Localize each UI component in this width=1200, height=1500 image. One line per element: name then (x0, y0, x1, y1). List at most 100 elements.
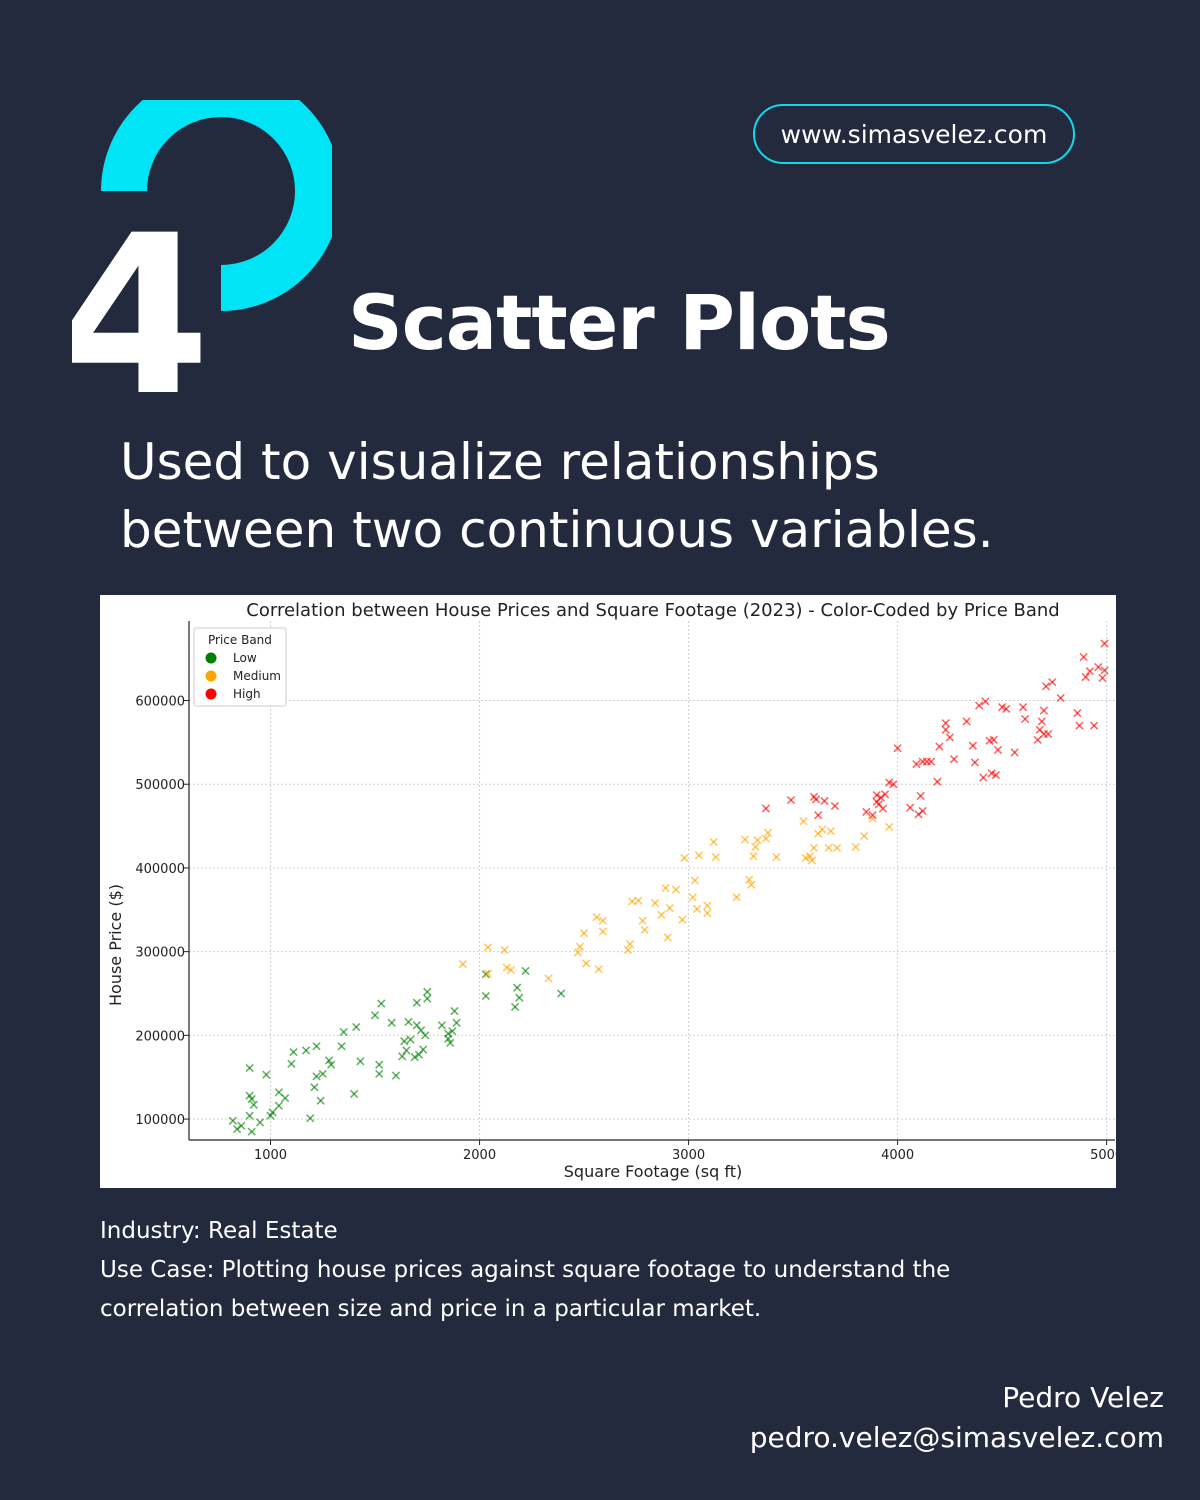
data-point (807, 856, 817, 865)
point-stroke (579, 929, 589, 938)
data-point (375, 1069, 384, 1079)
point-stroke (933, 777, 942, 786)
y-axis-label: House Price ($) (106, 884, 125, 1006)
data-point (991, 770, 1001, 780)
point-stroke (521, 966, 530, 976)
point-stroke (247, 1127, 256, 1136)
data-point (412, 998, 422, 1007)
point-stroke (885, 778, 894, 787)
page-title: Scatter Plots (348, 278, 891, 367)
point-stroke (694, 851, 704, 860)
point-stroke (594, 965, 603, 974)
data-point (402, 1046, 411, 1055)
point-stroke (665, 903, 674, 913)
point-stroke (859, 831, 869, 841)
data-point (763, 828, 773, 837)
point-stroke (935, 742, 944, 751)
grid-lines (189, 621, 1115, 1140)
point-stroke (1048, 677, 1057, 687)
data-point (1018, 703, 1028, 712)
data-point (513, 983, 522, 992)
y-tick-label: 500000 (135, 778, 185, 793)
y-tick-label: 300000 (135, 946, 185, 961)
point-stroke (247, 1094, 256, 1104)
legend-marker (205, 688, 217, 700)
point-stroke (255, 1118, 265, 1127)
data-point (237, 1121, 246, 1130)
x-tick-label: 3000 (672, 1148, 705, 1163)
point-stroke (452, 1018, 461, 1027)
data-point (1010, 748, 1019, 757)
point-stroke (987, 769, 996, 778)
point-stroke (872, 790, 881, 800)
point-stroke (688, 893, 697, 902)
author-email[interactable]: pedro.velez@simasvelez.com (749, 1421, 1164, 1454)
data-point (893, 744, 902, 753)
x-tick-label: 1000 (254, 1148, 287, 1163)
data-point (811, 795, 821, 804)
data-point (573, 948, 582, 957)
point-stroke (410, 1052, 419, 1062)
data-point (316, 1096, 325, 1105)
data-point (377, 999, 386, 1008)
data-point (502, 963, 511, 972)
point-stroke (941, 725, 950, 734)
website-badge[interactable]: www.simasvelez.com (753, 104, 1075, 164)
data-point (387, 1018, 396, 1027)
accent-arc-shape (101, 100, 332, 311)
data-point (989, 735, 998, 745)
point-stroke (905, 803, 915, 812)
point-stroke (598, 916, 608, 925)
point-stroke (690, 876, 700, 885)
point-stroke (650, 898, 660, 908)
point-stroke (862, 807, 871, 817)
point-stroke (1002, 704, 1011, 714)
data-point (1002, 704, 1011, 714)
data-point (970, 758, 980, 767)
data-point (926, 757, 936, 766)
point-stroke (406, 1035, 415, 1044)
data-point (623, 945, 633, 955)
point-stroke (868, 814, 877, 823)
point-stroke (416, 1026, 426, 1035)
point-stroke (458, 960, 467, 969)
data-point (228, 1116, 238, 1125)
data-point (301, 1046, 311, 1055)
x-tick-label: 2000 (463, 1148, 496, 1163)
author-signature: Pedro Velez pedro.velez@simasvelez.com (750, 1378, 1164, 1458)
point-stroke (1100, 666, 1109, 675)
data-point (1081, 672, 1090, 682)
point-stroke (421, 1031, 430, 1040)
use-case-line: Use Case: Plotting house prices against … (100, 1257, 951, 1283)
point-stroke (310, 1083, 319, 1092)
x-tick-label: 4000 (881, 1148, 914, 1163)
data-point (262, 1070, 271, 1079)
point-stroke (912, 759, 921, 769)
data-point (745, 875, 754, 884)
data-point (905, 803, 915, 812)
point-stroke (818, 825, 827, 834)
data-point (933, 777, 942, 786)
data-point (1089, 721, 1099, 730)
data-point (772, 852, 781, 862)
point-stroke (945, 733, 955, 742)
point-stroke (404, 1017, 413, 1027)
point-stroke (1018, 703, 1028, 712)
data-point (481, 970, 490, 979)
data-point (709, 837, 718, 847)
data-point (1098, 673, 1107, 683)
data-point (916, 791, 925, 801)
point-stroke (400, 1037, 409, 1046)
point-stroke (893, 744, 902, 753)
point-stroke (711, 852, 720, 862)
point-stroke (450, 1006, 459, 1016)
data-point (1037, 717, 1047, 726)
data-point (1075, 721, 1084, 730)
data-point (663, 933, 672, 942)
data-point (935, 742, 944, 751)
point-stroke (993, 745, 1003, 755)
point-stroke (1075, 721, 1084, 730)
data-point (1041, 682, 1051, 691)
data-point (289, 1047, 298, 1057)
point-stroke (885, 822, 894, 832)
